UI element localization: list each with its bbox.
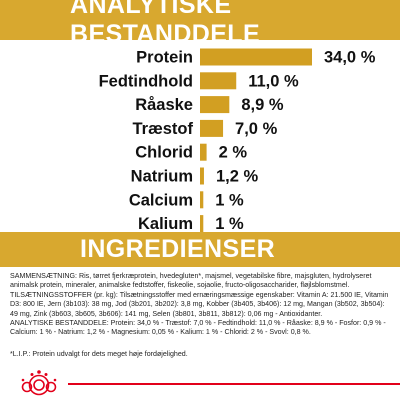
category-label-kalium: Kalium <box>138 215 193 232</box>
category-label-raaaske: Råaske <box>135 96 193 114</box>
ingredients-heading: INGREDIENSER <box>0 232 400 267</box>
bar-calcium <box>200 191 204 209</box>
value-label-chlorid: 2 % <box>219 144 248 162</box>
lip-footnote: *L.I.P.: Protein udvalgt for dets meget … <box>10 350 188 358</box>
bar-natrium <box>200 167 204 185</box>
bar-traestof <box>200 119 224 137</box>
category-label-fedtindhold: Fedtindhold <box>99 72 193 90</box>
bar-chlorid <box>200 143 207 161</box>
category-label-natrium: Natrium <box>131 168 193 186</box>
nutrient-bar-chart: Protein 34,0 % Fedtindhold 11,0 % Råaske 8,9 … <box>99 48 376 232</box>
bar-protein <box>200 48 312 66</box>
analysis-heading: ANALYTISKE BESTANDDELE <box>0 0 400 48</box>
analysis-text: ANALYTISKE BESTANDDELE: Protein: 34,0 % … <box>10 319 386 337</box>
ingredients-text-block: SAMMENSÆTNING: Ris, tørret fjerkræprotei… <box>10 272 392 338</box>
category-label-chlorid: Chlorid <box>135 144 193 162</box>
bar-raaaske <box>200 96 230 114</box>
composition-text: SAMMENSÆTNING: Ris, tørret fjerkræprotei… <box>10 272 372 290</box>
category-label-calcium: Calcium <box>129 191 193 209</box>
category-label-traestof: Træstof <box>132 120 193 138</box>
additives-text: TILSÆTNINGSSTOFFER (pr. kg): Tilsætnings… <box>10 290 389 318</box>
value-label-natrium: 1,2 % <box>216 168 259 186</box>
value-label-calcium: 1 % <box>215 191 244 209</box>
value-label-raaaske: 8,9 % <box>241 96 284 114</box>
value-label-traestof: 7,0 % <box>235 120 278 138</box>
bar-fedtindhold <box>200 72 237 90</box>
value-label-kalium: 1 % <box>215 215 244 232</box>
category-label-protein: Protein <box>136 49 193 67</box>
brand-divider-line <box>68 383 400 385</box>
bar-kalium <box>200 215 204 232</box>
value-label-fedtindhold: 11,0 % <box>248 72 299 90</box>
royal-canin-crown-logo <box>21 370 57 396</box>
value-label-protein: 34,0 % <box>324 49 376 67</box>
